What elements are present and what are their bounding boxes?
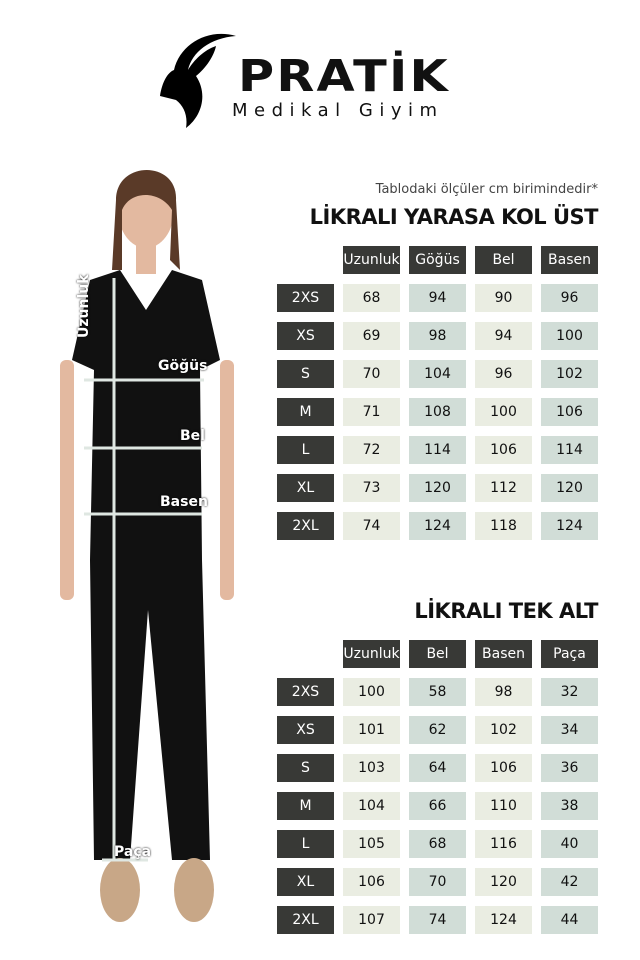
size-label: 2XS — [277, 678, 334, 706]
table-cell: 106 — [343, 868, 400, 896]
table-cell: 69 — [343, 322, 400, 350]
table-cell: 34 — [541, 716, 598, 744]
table-cell: 72 — [343, 436, 400, 464]
table-cell: 101 — [343, 716, 400, 744]
size-label: 2XL — [277, 512, 334, 540]
column-header: Basen — [541, 246, 598, 274]
table-cell: 106 — [475, 754, 532, 782]
table-cell: 100 — [541, 322, 598, 350]
column-header: Basen — [475, 640, 532, 668]
size-label: S — [277, 360, 334, 388]
size-label: S — [277, 754, 334, 782]
table-cell: 66 — [409, 792, 466, 820]
unit-note: Tablodaki ölçüler cm birimindedir* — [375, 182, 598, 197]
size-label: XS — [277, 322, 334, 350]
size-label: XL — [277, 474, 334, 502]
table-cell: 105 — [343, 830, 400, 858]
table-cell: 94 — [475, 322, 532, 350]
table-cell: 102 — [475, 716, 532, 744]
table-cell: 68 — [409, 830, 466, 858]
table-cell: 118 — [475, 512, 532, 540]
table-cell: 62 — [409, 716, 466, 744]
table-cell: 96 — [541, 284, 598, 312]
size-label: XL — [277, 868, 334, 896]
table-cell: 104 — [409, 360, 466, 388]
size-label: L — [277, 830, 334, 858]
table-cell: 107 — [343, 906, 400, 934]
table-cell: 114 — [541, 436, 598, 464]
table-cell: 38 — [541, 792, 598, 820]
column-header: Uzunluk — [343, 246, 400, 274]
column-header: Bel — [409, 640, 466, 668]
table-cell: 124 — [475, 906, 532, 934]
table-cell: 44 — [541, 906, 598, 934]
table-cell: 120 — [541, 474, 598, 502]
table-cell: 71 — [343, 398, 400, 426]
table-cell: 58 — [409, 678, 466, 706]
table-cell: 124 — [409, 512, 466, 540]
label-waist: Bel — [180, 428, 205, 444]
column-header: Göğüs — [409, 246, 466, 274]
size-label: 2XL — [277, 906, 334, 934]
label-chest: Göğüs — [158, 358, 208, 374]
brand-name: PRATİK — [238, 51, 450, 102]
size-label: M — [277, 398, 334, 426]
label-hem: Paça — [114, 844, 152, 860]
table-cell: 104 — [343, 792, 400, 820]
table-cell: 68 — [343, 284, 400, 312]
table-cell: 114 — [409, 436, 466, 464]
size-label: L — [277, 436, 334, 464]
table-cell: 100 — [343, 678, 400, 706]
table-cell: 36 — [541, 754, 598, 782]
size-label: M — [277, 792, 334, 820]
label-hip: Basen — [160, 494, 208, 510]
table-cell: 40 — [541, 830, 598, 858]
table-cell: 74 — [343, 512, 400, 540]
table-cell: 102 — [541, 360, 598, 388]
table-cell: 120 — [409, 474, 466, 502]
table-cell: 74 — [409, 906, 466, 934]
table-cell: 106 — [475, 436, 532, 464]
table-cell: 98 — [475, 678, 532, 706]
column-header: Paça — [541, 640, 598, 668]
table-cell: 70 — [343, 360, 400, 388]
table-cell: 106 — [541, 398, 598, 426]
table-cell: 116 — [475, 830, 532, 858]
table-cell: 124 — [541, 512, 598, 540]
table-cell: 112 — [475, 474, 532, 502]
table-cell: 70 — [409, 868, 466, 896]
label-length: Uzunluk — [76, 274, 92, 338]
brand-subtitle: Medikal Giyim — [232, 100, 444, 121]
ibex-head-icon — [160, 33, 236, 128]
table-cell: 94 — [409, 284, 466, 312]
table-cell: 64 — [409, 754, 466, 782]
table-cell: 42 — [541, 868, 598, 896]
column-header: Uzunluk — [343, 640, 400, 668]
table-cell: 100 — [475, 398, 532, 426]
table-cell: 90 — [475, 284, 532, 312]
column-header: Bel — [475, 246, 532, 274]
size-label: 2XS — [277, 284, 334, 312]
table-cell: 73 — [343, 474, 400, 502]
table-cell: 98 — [409, 322, 466, 350]
model-figure — [60, 170, 234, 922]
table-cell: 120 — [475, 868, 532, 896]
table-cell: 110 — [475, 792, 532, 820]
table-cell: 103 — [343, 754, 400, 782]
top-table-title: LİKRALI YARASA KOL ÜST — [309, 205, 599, 229]
size-label: XS — [277, 716, 334, 744]
table-cell: 32 — [541, 678, 598, 706]
table-cell: 108 — [409, 398, 466, 426]
table-cell: 96 — [475, 360, 532, 388]
bottom-table-title: LİKRALI TEK ALT — [414, 599, 598, 623]
